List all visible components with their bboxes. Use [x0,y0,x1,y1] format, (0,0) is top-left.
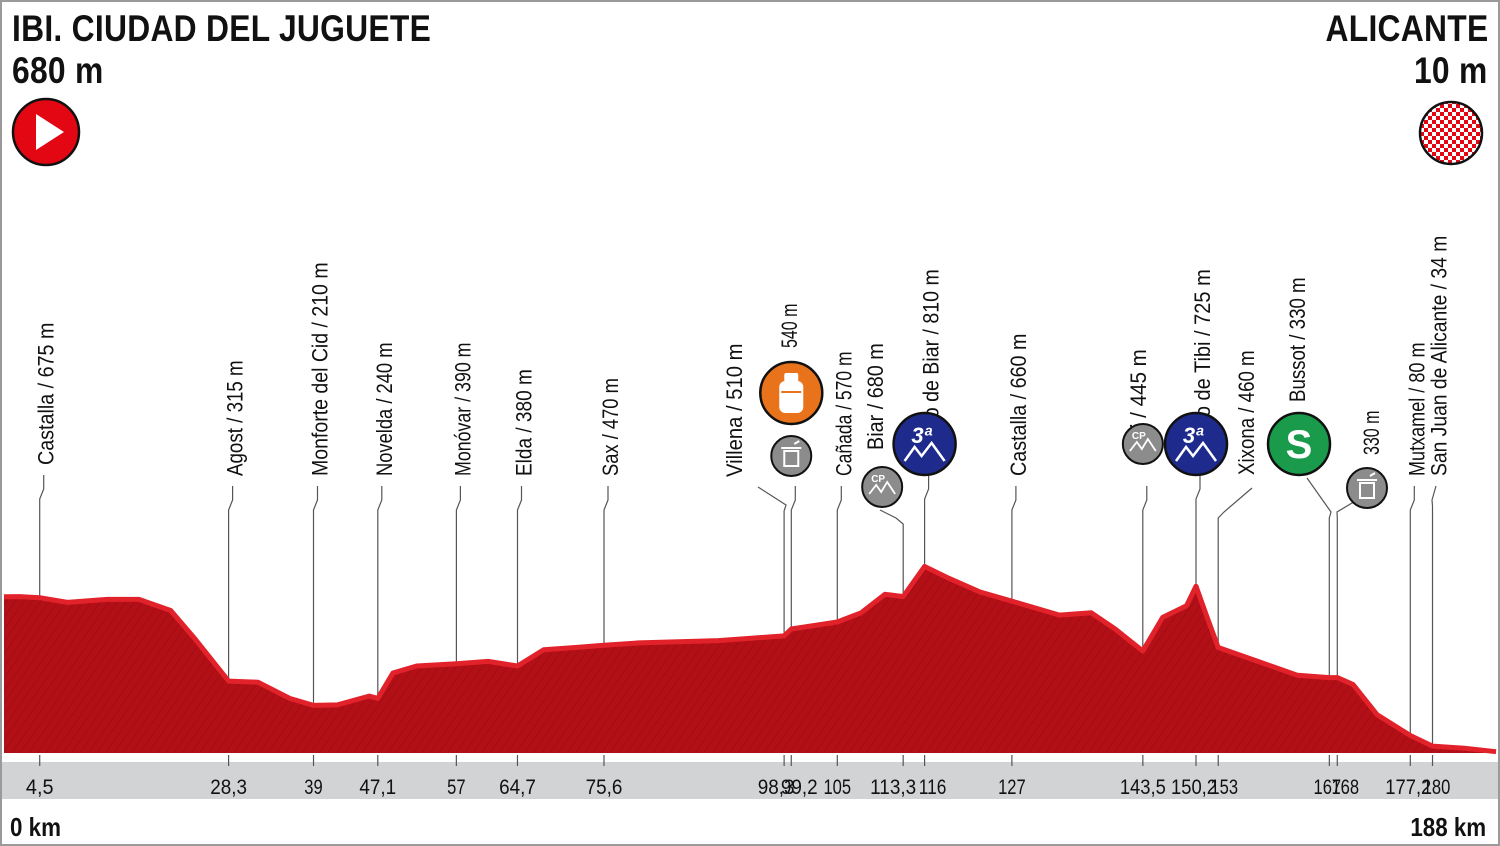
place-label: Agost / 315 m [223,360,248,476]
finish-name: ALICANTE [1325,8,1488,49]
place-leader-line [312,486,319,753]
distance-start: 0 km [10,812,61,842]
km-tick-label: 39 [304,776,322,799]
place-leader-line [455,486,461,753]
place-leader-line [1409,486,1415,753]
kom-category: 3ª [911,423,932,448]
km-tick-label: 143,5 [1120,776,1166,799]
place-label: 540 m [777,304,802,349]
cp-mountain-icon: CP [861,466,904,508]
place-label: Monforte del Cid / 210 m [308,262,333,476]
place-label: 330 m [1359,411,1384,456]
place-label: San Juan de Alicante / 34 m [1427,236,1452,476]
km-axis-band [2,762,1498,799]
km-tick-label: 64,7 [499,776,536,799]
cp-label: CP [871,474,885,485]
profile-ridge [3,564,1497,755]
place-leader-line [1431,485,1437,746]
place-leader-line [879,509,904,596]
km-tick-label: 4,5 [26,776,54,799]
bottle-icon [759,360,824,426]
km-tick-label: 75,6 [586,776,623,799]
mountain-icon: 3ª [1163,411,1229,477]
km-tick-label: 99,2 [781,776,818,799]
km-tick-label: 177,2 [1385,776,1431,799]
place-label: Bussot / 330 m [1285,277,1310,402]
trash-icon [770,435,813,477]
place-leader-line [757,486,787,635]
km-tick-label: 116 [919,776,947,799]
place-leader-line [1142,486,1148,753]
km-tick-label: 28,3 [210,776,247,799]
finish-altitude: 10 m [1414,50,1488,91]
km-tick-label: 150,2 [1171,776,1217,799]
distance-end: 188 km [1410,812,1486,842]
place-leader-line [377,486,383,753]
place-leader-line [1336,499,1358,677]
km-tick-label: 168 [1331,776,1359,799]
place-label: Cañada / 570 m [831,351,856,476]
place-leader-line [603,486,609,753]
km-tick-label: 167 [1314,776,1342,799]
sprint-label: S [1286,423,1313,467]
place-leader-line [1306,477,1332,677]
elevation-texture [4,565,1496,753]
trash-icon [1346,467,1388,509]
place-label: Villena / 510 m [722,344,747,478]
start-altitude: 680 m [12,50,104,91]
place-label: Mutxamel / 80 m [1404,343,1429,477]
place-leader-line [1217,487,1253,647]
place-label: Biar / 680 m [863,343,888,450]
place-label: Sax / 470 m [598,378,623,476]
km-tick-label: 180 [1423,776,1451,799]
checkered-flag-icon [1418,100,1484,166]
km-tick-label: 57 [447,776,465,799]
place-leader-line [228,486,234,753]
km-tick-label: 98,3 [758,776,795,799]
mountain-icon: 3ª [892,411,957,477]
start-play-icon [11,97,81,167]
place-label: Monóvar / 390 m [450,343,475,477]
place-label: Xixona / 460 m [1234,350,1259,475]
place-label: Castalla / 675 m [34,323,59,465]
cp-label: CP [1132,431,1146,442]
km-tick-label: 105 [823,776,851,799]
place-label: Novelda / 240 m [372,343,397,476]
sprint-icon: S [1266,411,1332,477]
km-tick-label: 113,3 [870,776,916,799]
cp-mountain-icon: CP [1121,423,1164,465]
kom-category: 3ª [1183,423,1204,448]
start-name: IBI. CIUDAD DEL JUGUETE [12,8,432,49]
km-tick-label: 153 [1210,776,1238,799]
km-tick-label: 47,1 [359,776,396,799]
place-leader-line [516,486,523,753]
place-label: Elda / 380 m [511,369,536,476]
km-tick-label: 127 [998,776,1026,799]
place-label: Castalla / 660 m [1006,334,1031,476]
